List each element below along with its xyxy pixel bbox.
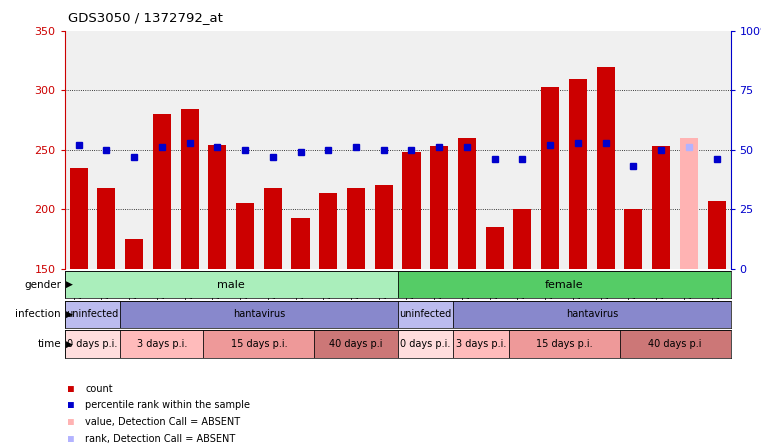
Text: percentile rank within the sample: percentile rank within the sample (85, 400, 250, 410)
Bar (403, 152, 421, 269)
Text: hantavirus: hantavirus (565, 309, 618, 319)
Bar (680, 138, 698, 269)
Text: ▶: ▶ (66, 280, 73, 289)
Text: ■: ■ (68, 400, 75, 410)
Bar (180, 110, 199, 269)
Text: female: female (545, 280, 584, 289)
Text: GDS3050 / 1372792_at: GDS3050 / 1372792_at (68, 11, 224, 24)
Bar (508, 330, 619, 358)
Text: 40 days p.i: 40 days p.i (648, 339, 702, 349)
Bar (652, 146, 670, 269)
Bar (236, 203, 254, 269)
Bar (397, 330, 453, 358)
Text: uninfected: uninfected (66, 309, 119, 319)
Bar (264, 188, 282, 269)
Bar (397, 301, 453, 328)
Text: male: male (218, 280, 245, 289)
Bar (569, 79, 587, 269)
Bar (65, 271, 397, 298)
Bar (69, 168, 88, 269)
Text: ▶: ▶ (66, 340, 73, 349)
Bar (120, 330, 203, 358)
Text: infection: infection (15, 309, 61, 319)
Text: ■: ■ (68, 434, 75, 444)
Bar (125, 239, 143, 269)
Bar (625, 209, 642, 269)
Bar (453, 301, 731, 328)
Bar (347, 188, 365, 269)
Bar (65, 301, 120, 328)
Text: 0 days p.i.: 0 days p.i. (67, 339, 118, 349)
Text: ▶: ▶ (66, 310, 73, 319)
Bar (397, 271, 731, 298)
Text: rank, Detection Call = ABSENT: rank, Detection Call = ABSENT (85, 434, 235, 444)
Text: ■: ■ (68, 384, 75, 393)
Text: 40 days p.i: 40 days p.i (330, 339, 383, 349)
Text: value, Detection Call = ABSENT: value, Detection Call = ABSENT (85, 417, 240, 427)
Bar (486, 227, 504, 269)
Bar (209, 145, 226, 269)
Bar (619, 330, 731, 358)
Bar (430, 146, 448, 269)
Text: count: count (85, 384, 113, 393)
Text: 0 days p.i.: 0 days p.i. (400, 339, 451, 349)
Bar (291, 218, 310, 269)
Bar (153, 114, 170, 269)
Bar (120, 301, 397, 328)
Bar (320, 193, 337, 269)
Bar (65, 330, 120, 358)
Text: 15 days p.i.: 15 days p.i. (536, 339, 592, 349)
Bar (514, 209, 531, 269)
Bar (458, 138, 476, 269)
Text: hantavirus: hantavirus (233, 309, 285, 319)
Text: 3 days p.i.: 3 days p.i. (456, 339, 506, 349)
Text: ■: ■ (68, 417, 75, 427)
Bar (541, 87, 559, 269)
Text: 15 days p.i.: 15 days p.i. (231, 339, 287, 349)
Bar (314, 330, 397, 358)
Bar (203, 330, 314, 358)
Text: 3 days p.i.: 3 days p.i. (137, 339, 187, 349)
Bar (97, 188, 116, 269)
Text: time: time (37, 339, 61, 349)
Bar (374, 186, 393, 269)
Bar (453, 330, 508, 358)
Text: gender: gender (24, 280, 61, 289)
Bar (597, 67, 615, 269)
Bar (708, 201, 726, 269)
Text: uninfected: uninfected (400, 309, 451, 319)
